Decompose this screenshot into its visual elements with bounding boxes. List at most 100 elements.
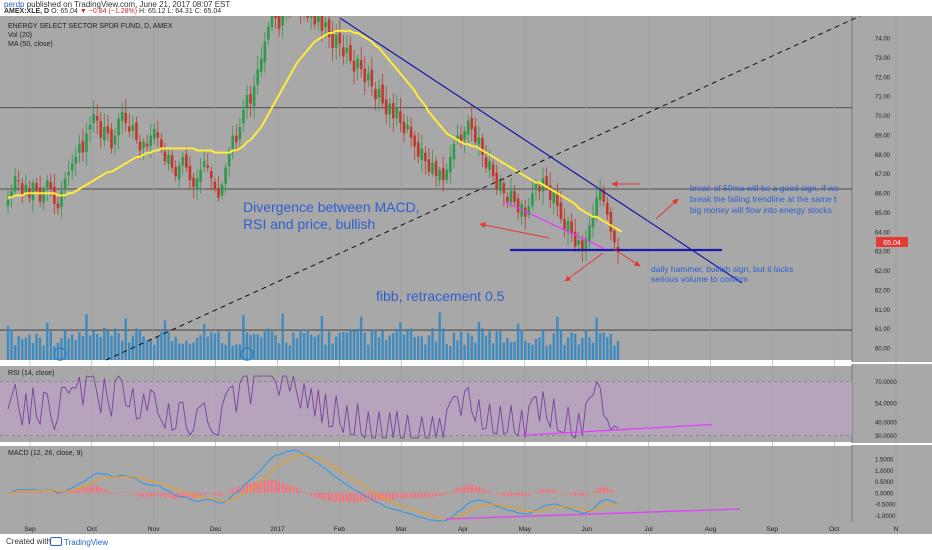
time-tick-label: Mar xyxy=(396,526,408,533)
candle-body xyxy=(24,184,28,193)
candle-body xyxy=(256,69,260,85)
volume-bar xyxy=(541,329,545,360)
last-price-tag xyxy=(876,237,908,247)
candle-body xyxy=(245,94,249,108)
candle-body xyxy=(217,188,220,198)
volume-bar xyxy=(327,331,331,360)
volume-bar xyxy=(591,342,595,360)
macd-histogram-bar xyxy=(24,491,27,493)
candle-body xyxy=(498,180,502,191)
volume-bar xyxy=(195,337,199,360)
hammer-note-line1: daily hammer, bullish sign, but it lacks xyxy=(651,264,793,274)
price-axis-area[interactable] xyxy=(852,16,932,534)
candle-body xyxy=(477,137,481,145)
candle-body xyxy=(174,166,177,177)
candle-body xyxy=(95,116,99,121)
candle-body xyxy=(377,88,381,99)
macd-histogram-bar xyxy=(167,492,170,498)
macd-histogram-bar xyxy=(495,492,498,495)
volume-bar xyxy=(35,333,38,360)
volume-bar xyxy=(349,329,352,360)
candles xyxy=(6,16,620,265)
volume-bar xyxy=(549,344,552,360)
price-tick-label: 66.00 xyxy=(875,192,891,198)
macd-histogram-bar xyxy=(377,492,380,501)
macd-histogram-bar xyxy=(488,491,491,493)
macd-histogram-bar xyxy=(246,483,249,493)
ma-break-note-line1: break of 50ma will be a good sign, if we xyxy=(690,183,839,193)
candle-body xyxy=(531,193,534,206)
volume-bar xyxy=(445,344,448,360)
volume-bar xyxy=(242,315,245,360)
macd-histogram-bar xyxy=(360,492,363,502)
volume-bar xyxy=(545,345,548,360)
candle-body xyxy=(238,127,242,140)
macd-histogram-bar xyxy=(71,490,74,493)
volume-bar xyxy=(588,337,591,360)
macd-histogram-bar xyxy=(142,492,145,497)
volume-bar xyxy=(163,320,167,360)
price-tick-label: 64.00 xyxy=(875,230,891,236)
macd-histogram-bar xyxy=(35,492,38,493)
time-axis[interactable] xyxy=(0,522,932,534)
candle-body xyxy=(331,33,334,48)
volume-bar xyxy=(616,340,620,360)
candle-body xyxy=(452,144,456,160)
candle-body xyxy=(167,154,170,164)
author-link[interactable]: perdp xyxy=(4,0,25,9)
candle-body xyxy=(56,203,60,209)
macd-histogram-bar xyxy=(49,492,52,494)
macd-histogram-bar xyxy=(588,492,591,494)
macd-histogram-bar xyxy=(417,492,420,499)
volume-bar xyxy=(78,332,81,360)
volume-bar xyxy=(513,341,516,360)
macd-pane[interactable] xyxy=(0,446,852,522)
candle-body xyxy=(391,103,395,119)
macd-histogram-bar xyxy=(253,482,256,493)
chart-canvas[interactable]: 74.00 73.00 72.00 71.00 70.00 69.00 68.00 67.00… xyxy=(0,16,932,534)
candle-body xyxy=(548,185,552,200)
macd-histogram-bar xyxy=(78,487,81,493)
volume-bar xyxy=(167,331,170,360)
macd-histogram-bar xyxy=(481,488,484,493)
macd-histogram-bar xyxy=(92,485,95,493)
volume-bar xyxy=(310,334,313,360)
volume-bar xyxy=(324,344,327,360)
macd-histogram-bar xyxy=(335,492,338,502)
volume-bar xyxy=(524,341,527,360)
candle-body xyxy=(49,181,53,189)
volume-bar xyxy=(502,342,506,360)
volume-bar xyxy=(413,336,416,360)
legend-macd: MACD (12, 26, close, 9) xyxy=(8,450,83,457)
candle-body xyxy=(427,159,431,172)
legend-vol: Vol (20) xyxy=(8,32,32,39)
volume-bar xyxy=(106,330,110,360)
time-tick-label: Oct xyxy=(829,526,839,533)
macd-histogram-bar xyxy=(570,492,573,495)
price-tick-label: 70.00 xyxy=(875,114,891,120)
macd-histogram-bar xyxy=(199,492,202,497)
volume-bar xyxy=(420,336,424,360)
price-pane[interactable] xyxy=(0,16,852,360)
dashed-uptrend-line xyxy=(105,16,861,361)
macd-histogram-bar xyxy=(242,484,245,493)
volume-bar xyxy=(281,313,284,360)
macd-histogram-bar xyxy=(21,491,24,493)
candle-body xyxy=(609,211,613,232)
volume-bar xyxy=(491,343,495,360)
candle-body xyxy=(384,99,388,115)
volume-bar xyxy=(495,331,498,360)
candle-body xyxy=(124,112,128,123)
volume-bar xyxy=(103,328,106,360)
legend-title: ENERGY SELECT SECTOR SPDR FUND, D, AMEX xyxy=(8,23,173,30)
legend-rsi: RSI (14, close) xyxy=(8,370,54,377)
macd-histogram-bar xyxy=(89,486,92,493)
tradingview-link[interactable]: TradingView xyxy=(50,537,108,547)
volume-bar xyxy=(270,331,274,360)
candle-body xyxy=(249,94,252,104)
volume-bar xyxy=(17,335,20,360)
legend-ma: MA (50, close) xyxy=(8,41,53,48)
candle-body xyxy=(17,180,21,182)
macd-histogram-bar xyxy=(185,492,188,498)
publish-line: perdp published on TradingView.com, June… xyxy=(4,0,230,9)
